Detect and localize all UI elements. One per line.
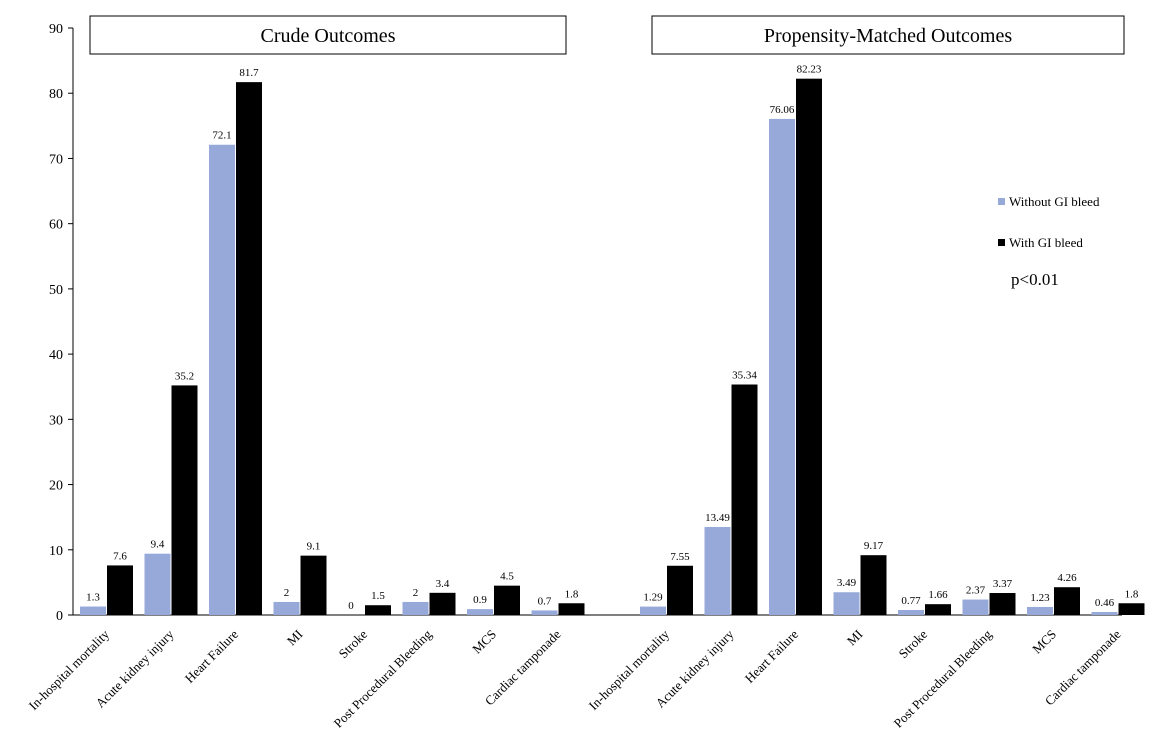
bar [402,601,429,615]
data-label: 35.2 [175,370,194,382]
x-tick-label: Stroke [336,626,371,661]
data-label: 3.4 [436,578,450,590]
data-label: 7.6 [113,550,127,562]
data-label: 4.5 [500,571,514,583]
data-label: 0.77 [901,595,921,607]
bar [925,604,951,615]
data-label: 0.46 [1095,597,1115,609]
bar [300,555,327,615]
y-tick-label: 60 [49,218,63,233]
bar [989,593,1016,615]
p-value-annotation: p<0.01 [1011,270,1059,289]
y-tick-label: 10 [49,544,63,559]
y-tick-label: 90 [49,22,63,37]
legend-swatch-without-gi-bleed [998,198,1005,205]
panel-title-crude: Crude Outcomes [261,25,396,47]
data-label: 0.9 [473,594,487,606]
x-tick-label: MCS [1029,627,1059,657]
y-tick-label: 30 [49,413,63,428]
bar [273,601,300,615]
bar [704,527,731,615]
bar [796,78,822,615]
data-label: 9.1 [307,541,321,553]
bar [171,385,198,615]
bar [667,565,693,615]
bar [107,565,133,615]
data-label: 0 [348,600,354,612]
y-tick-label: 0 [56,609,63,624]
bar [144,553,171,615]
x-tick-label: MCS [469,627,499,657]
bar [209,144,235,615]
bar [1027,606,1053,615]
data-label: 1.3 [86,592,100,604]
bar [640,606,666,615]
y-tick-label: 70 [49,152,63,167]
bar [80,606,106,615]
data-label: 2 [413,587,419,599]
data-label: 35.34 [732,370,757,382]
data-label: 76.06 [770,104,795,116]
x-tick-label: Heart Failure [182,626,242,686]
data-label: 1.8 [1125,588,1139,600]
data-label: 1.66 [928,589,948,601]
panel-title-box-crude [89,15,567,55]
data-label: 1.5 [371,590,385,602]
y-tick-label: 50 [49,283,63,298]
data-label: 81.7 [239,67,259,79]
data-label: 3.37 [993,578,1013,590]
bar [1091,611,1118,615]
x-tick-label: Heart Failure [742,626,802,686]
y-tick-label: 20 [49,479,63,494]
legend-label-without-gi-bleed: Without GI bleed [1009,194,1100,209]
bar [898,609,924,615]
x-tick-label: MI [844,627,866,649]
bar [531,610,558,615]
data-label: 2.37 [966,585,986,597]
data-label: 7.55 [670,551,690,563]
bar [860,555,887,615]
data-label: 9.4 [151,539,165,551]
data-label: 3.49 [837,577,857,589]
panel-title-box-matched [651,15,1125,55]
data-label: 9.17 [864,540,884,552]
bar [365,605,391,615]
data-label: 4.26 [1057,572,1077,584]
bar [558,603,585,615]
panel-titles: Crude Outcomes Propensity-Matched Outcom… [89,15,1125,55]
bar [962,599,989,615]
legend: Without GI bleed With GI bleed p<0.01 [998,194,1100,289]
data-label: 1.8 [565,588,579,600]
bar [467,609,493,615]
y-tick-label: 80 [49,87,63,102]
bar [429,592,456,615]
data-label: 0.7 [538,595,552,607]
data-label: 82.23 [797,64,822,76]
legend-label-with-gi-bleed: With GI bleed [1009,235,1083,250]
bar [833,592,860,615]
data-label: 2 [284,587,290,599]
data-label: 13.49 [705,512,730,524]
bar [494,585,520,615]
bar [1118,603,1145,615]
y-tick-label: 40 [49,348,63,363]
legend-swatch-with-gi-bleed [998,239,1005,246]
bar [731,384,758,615]
x-tick-label: MI [284,627,306,649]
x-tick-label: Stroke [896,626,931,661]
data-label: 72.1 [212,130,231,142]
bar [236,82,262,615]
panel-title-matched: Propensity-Matched Outcomes [764,25,1012,47]
bar [769,118,795,616]
data-label: 1.29 [643,592,663,604]
data-label: 1.23 [1030,592,1050,604]
bar [1054,587,1080,615]
chart-bars [80,78,1145,616]
